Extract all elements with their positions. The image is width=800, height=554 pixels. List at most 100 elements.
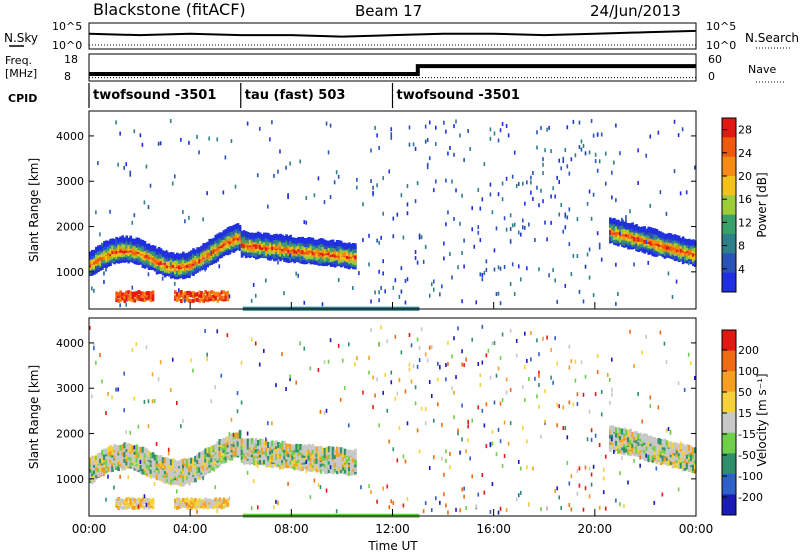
echo-cell [303, 346, 306, 351]
echo-cell [321, 250, 325, 257]
echo-cell [119, 131, 121, 136]
echo-cell [105, 240, 108, 247]
echo-cell [198, 461, 201, 468]
echo-cell [155, 258, 159, 265]
echo-cell [228, 496, 231, 501]
nsearch-ytick-bottom: 10^0 [706, 39, 736, 52]
echo-cell [489, 127, 492, 132]
echo-cell [453, 152, 455, 157]
xtick-label: 12:00 [375, 522, 410, 536]
echo-cell [580, 360, 583, 365]
echo-cell [279, 247, 282, 254]
echo-cell [315, 251, 319, 258]
echo-cell [295, 451, 299, 458]
echo-cell [588, 247, 591, 252]
echo-cell [141, 261, 145, 268]
echo-cell [639, 432, 642, 439]
echo-cell [218, 232, 222, 239]
echo-cell [230, 225, 234, 232]
echo-cell [208, 451, 211, 458]
echo-cell [617, 447, 620, 454]
echo-cell [524, 365, 526, 370]
echo-cell [689, 256, 693, 263]
echo-cell [323, 452, 327, 459]
echo-cell [681, 239, 685, 246]
echo-cell [184, 497, 187, 502]
echo-cell [135, 464, 139, 471]
echo-cell [171, 467, 175, 474]
echo-cell [125, 497, 129, 502]
echo-cell [131, 497, 135, 502]
echo-cell [182, 497, 185, 502]
echo-cell [313, 243, 317, 250]
echo-cell [560, 166, 563, 171]
echo-cell [171, 462, 175, 469]
echo-cell [218, 296, 222, 301]
echo-cell [242, 458, 246, 465]
echo-cell [141, 446, 145, 453]
echo-cell [568, 481, 571, 486]
echo-cell [414, 249, 417, 254]
echo-cell [305, 459, 308, 464]
echo-cell [428, 466, 431, 471]
echo-cell [248, 447, 251, 452]
echo-cell [317, 449, 321, 456]
echo-cell [145, 293, 149, 298]
echo-cell [192, 498, 195, 503]
echo-cell [214, 237, 218, 244]
echo-cell [329, 123, 332, 128]
colorbar-swatch [722, 473, 736, 495]
echo-cell [125, 505, 129, 510]
echo-cell [186, 252, 189, 259]
echo-cell [615, 301, 617, 306]
echo-cell [107, 240, 110, 247]
echo-cell [501, 197, 504, 202]
echo-cell [406, 202, 409, 207]
echo-cell [141, 239, 145, 246]
echo-cell [155, 441, 158, 446]
echo-cell [649, 444, 653, 451]
xtick-label: 00:00 [679, 522, 714, 536]
echo-cell [343, 448, 347, 455]
echo-cell [311, 444, 315, 451]
echo-cell [176, 461, 179, 468]
echo-cell [509, 213, 512, 218]
echo-cell [677, 453, 681, 460]
echo-cell [105, 246, 108, 253]
ytick-label: 3000 [56, 382, 84, 395]
echo-cell [382, 271, 384, 276]
echo-cell [186, 502, 188, 507]
echo-cell [685, 448, 689, 455]
echo-cell [224, 503, 228, 508]
echo-cell [277, 234, 280, 241]
echo-cell [651, 237, 655, 244]
echo-cell [147, 258, 151, 265]
echo-cell [519, 277, 522, 282]
echo-cell [200, 245, 203, 252]
echo-cell [368, 233, 370, 238]
echo-cell [149, 503, 153, 508]
echo-cell [649, 203, 652, 208]
echo-cell [491, 482, 494, 487]
echo-cell [629, 223, 632, 230]
echo-cell [155, 472, 159, 479]
echo-cell [125, 290, 129, 295]
echo-cell [202, 505, 205, 510]
echo-cell [437, 361, 439, 366]
echo-cell [123, 462, 127, 469]
echo-cell [141, 297, 145, 302]
echo-cell [99, 352, 101, 357]
echo-cell [347, 342, 350, 347]
echo-cell [689, 253, 693, 260]
echo-cell [463, 264, 465, 269]
echo-cell [180, 480, 183, 487]
echo-cell [180, 472, 183, 479]
echo-cell [451, 275, 453, 280]
echo-cell [408, 125, 411, 130]
echo-cell [439, 500, 441, 505]
echo-cell [408, 332, 411, 337]
echo-cell [275, 383, 277, 388]
echo-cell [260, 251, 264, 258]
echo-cell [639, 463, 641, 468]
echo-cell [347, 449, 351, 456]
